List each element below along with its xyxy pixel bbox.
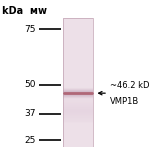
Bar (63, 18, 93, 147)
Text: ~46.2 kDa: ~46.2 kDa (110, 81, 150, 90)
Text: 37: 37 (24, 109, 36, 118)
Text: kDa  мw: kDa мw (2, 6, 46, 16)
Text: 75: 75 (24, 25, 36, 34)
Text: VMP1B: VMP1B (110, 96, 139, 105)
Text: 25: 25 (25, 136, 36, 145)
Text: 50: 50 (24, 80, 36, 89)
